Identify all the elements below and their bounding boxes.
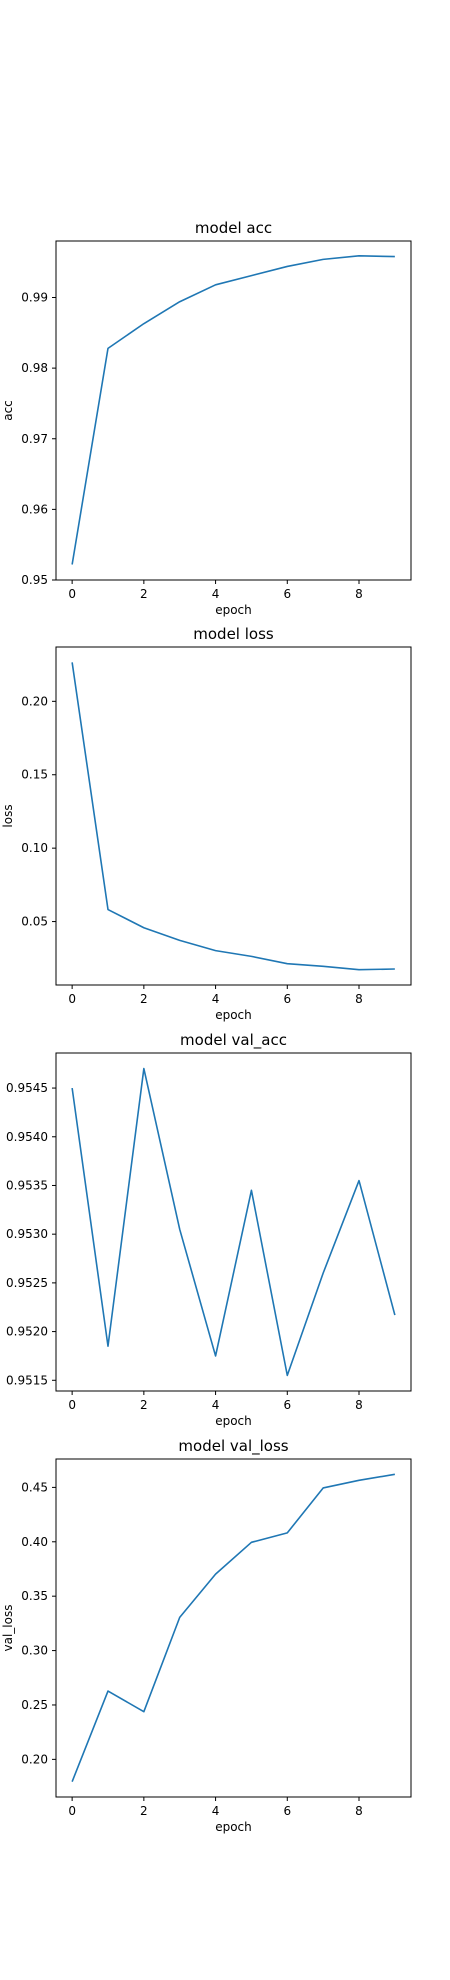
chart-title: model loss	[193, 625, 274, 643]
y-tick-label: 0.9520	[6, 1325, 48, 1339]
chart-4: model val_loss 0 2 4 6 8 0.20 0.25 0.30 0.35 0.40 0…	[1, 1437, 412, 1834]
plot-frame	[55, 646, 412, 986]
x-tick-label: 6	[283, 992, 291, 1006]
chart-title: model val_loss	[178, 1437, 288, 1456]
y-tick-label: 0.40	[21, 1535, 48, 1549]
x-tick-label: 2	[140, 992, 148, 1006]
x-tick-label: 2	[140, 1804, 148, 1818]
y-tick-label: 0.05	[21, 915, 48, 929]
y-tick-label: 0.15	[21, 768, 48, 782]
x-tick-label: 2	[140, 1398, 148, 1412]
y-axis-label: loss	[1, 804, 15, 827]
chart-3: model val_acc 0 2 4 6 8 0.9515 0.9520 0.9525 0.95…	[6, 1031, 412, 1428]
x-tick-label: 2	[140, 587, 148, 601]
x-tick-label: 6	[283, 587, 291, 601]
x-tick-label: 0	[68, 587, 76, 601]
x-tick-label: 8	[355, 587, 363, 601]
y-tick-label: 0.9530	[6, 1227, 48, 1241]
y-tick-label: 0.9515	[6, 1373, 48, 1387]
y-tick-label: 0.10	[21, 841, 48, 855]
x-tick-label: 4	[212, 1398, 220, 1412]
y-tick-label: 0.35	[21, 1589, 48, 1603]
y-tick-label: 0.30	[21, 1644, 48, 1658]
x-axis-label: epoch	[215, 1820, 252, 1834]
series-line	[71, 662, 395, 971]
x-tick-label: 0	[68, 992, 76, 1006]
x-tick-label: 6	[283, 1804, 291, 1818]
x-tick-label: 0	[68, 1804, 76, 1818]
y-tick-label: 0.99	[21, 291, 48, 305]
y-axis-label: val_loss	[1, 1605, 15, 1652]
y-tick-label: 0.45	[21, 1480, 48, 1494]
x-tick-label: 8	[355, 992, 363, 1006]
x-tick-label: 4	[212, 992, 220, 1006]
series-line	[71, 255, 395, 565]
y-tick-label: 0.9540	[6, 1130, 48, 1144]
y-tick-label: 0.20	[21, 1752, 48, 1766]
y-tick-label: 0.9535	[6, 1178, 48, 1192]
chart-title: model acc	[195, 219, 272, 237]
plot-frame	[55, 1458, 412, 1798]
y-tick-label: 0.9525	[6, 1276, 48, 1290]
x-axis-label: epoch	[215, 603, 252, 617]
series-line	[71, 1473, 395, 1782]
series-line	[71, 1067, 396, 1377]
chart-2: model loss 0 2 4 6 8 0.05 0.10 0.15 0.20 epoch loss	[1, 625, 412, 1022]
y-tick-label: 0.25	[21, 1698, 48, 1712]
plot-frame	[55, 1052, 412, 1392]
chart-1: model acc 0 2 4 6 8 0.95 0.96 0.97 0.98 0.99 epoch a…	[1, 219, 412, 617]
y-axis-label: acc	[1, 400, 15, 421]
y-tick-label: 0.97	[21, 432, 48, 446]
y-tick-label: 0.20	[21, 694, 48, 708]
y-tick-label: 0.95	[21, 573, 48, 587]
y-tick-label: 0.98	[21, 361, 48, 375]
x-tick-label: 8	[355, 1804, 363, 1818]
x-axis-label: epoch	[215, 1008, 252, 1022]
plot-frame	[55, 240, 412, 581]
x-axis-label: epoch	[215, 1414, 252, 1428]
y-tick-label: 0.96	[21, 502, 48, 516]
chart-title: model val_acc	[180, 1031, 287, 1050]
x-tick-label: 6	[283, 1398, 291, 1412]
y-tick-label: 0.9545	[6, 1081, 48, 1095]
x-tick-label: 4	[212, 1804, 220, 1818]
x-tick-label: 8	[355, 1398, 363, 1412]
x-tick-label: 4	[212, 587, 220, 601]
x-tick-label: 0	[68, 1398, 76, 1412]
